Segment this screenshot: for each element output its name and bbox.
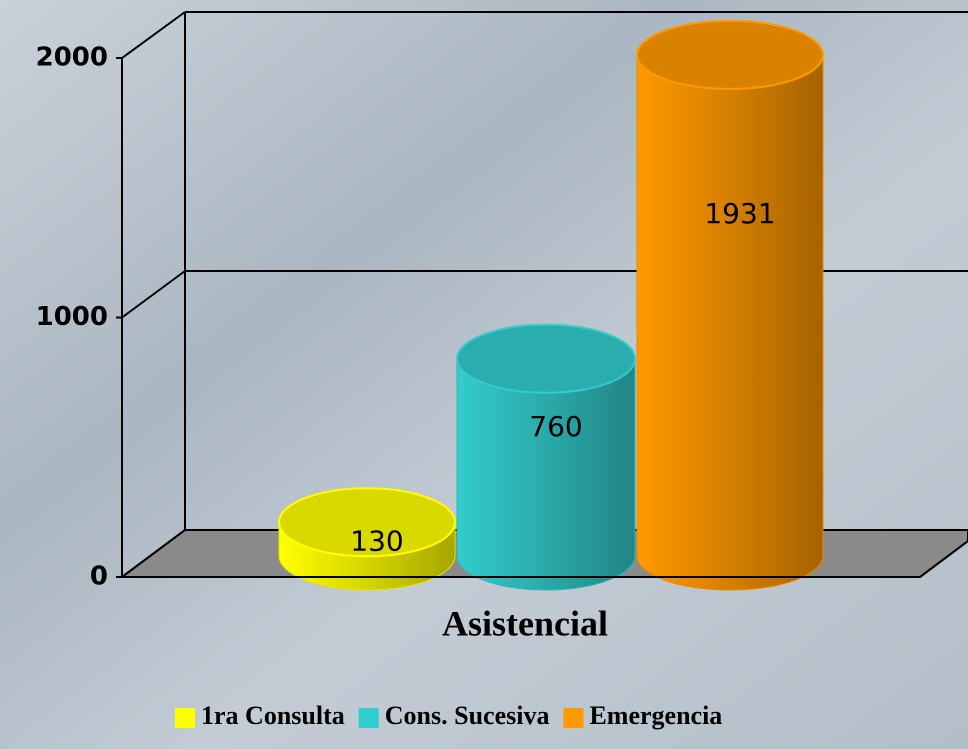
cylinder-body [456,358,636,591]
cylinder-top [636,19,824,90]
cylinder-body [636,54,824,591]
cylinder-top [456,323,636,394]
cylinder-top [278,487,456,558]
data-label: 1931 [704,197,775,230]
legend-label: Cons. Sucesiva [385,701,550,730]
y-tick-label: 0 [90,562,108,592]
legend-label: Emergencia [589,701,722,730]
floor-edge [919,540,968,578]
legend-swatch [358,708,379,728]
grid-diagonal [121,529,186,578]
y-tick-label: 1000 [36,302,108,332]
y-tick-label: 2000 [36,43,108,73]
legend-swatch [563,708,584,728]
x-category-label: Asistencial [442,603,608,643]
grid-diagonal [121,270,186,319]
grid-diagonal [121,11,186,59]
data-label: 760 [529,410,582,443]
legend-label: 1ra Consulta [201,701,345,730]
legend-swatch [175,708,195,728]
data-label: 130 [350,524,403,557]
